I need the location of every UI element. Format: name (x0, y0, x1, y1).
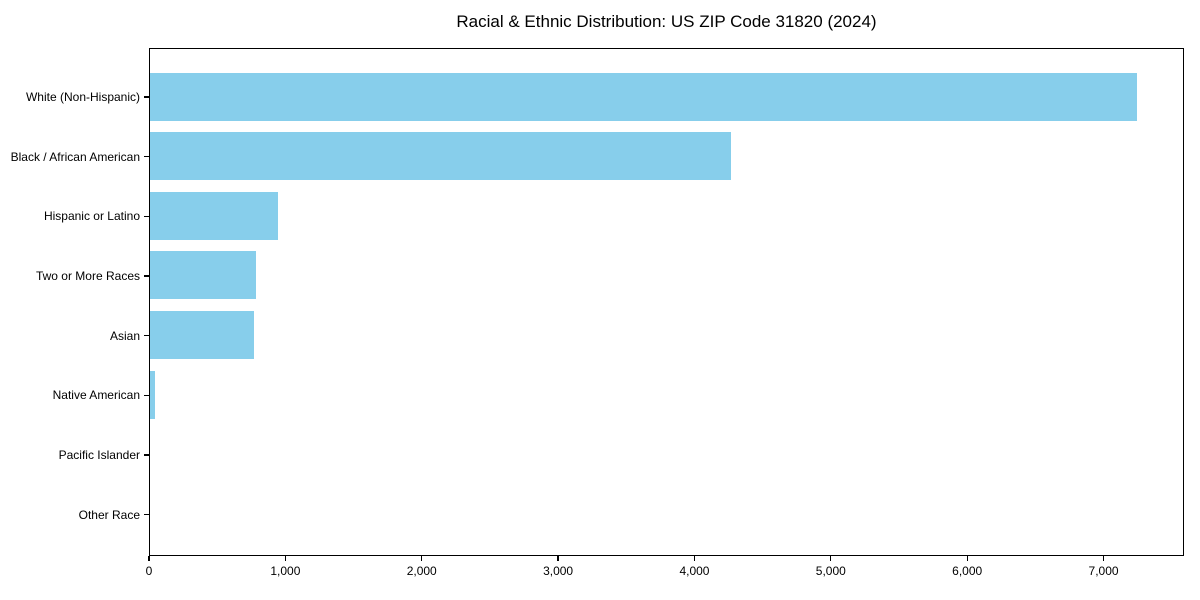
x-tick-label: 2,000 (406, 564, 437, 578)
y-tick-mark (144, 215, 149, 217)
y-axis-category-label: Asian (109, 328, 140, 343)
bar (150, 72, 1138, 121)
plot-area (149, 48, 1184, 556)
y-tick-mark (144, 156, 149, 158)
x-tick-mark (693, 556, 696, 561)
x-tick-label: 4,000 (679, 564, 710, 578)
x-tick-label: 1,000 (270, 564, 301, 578)
y-tick-mark (144, 334, 149, 337)
y-tick-mark (144, 394, 149, 396)
x-tick-mark (421, 556, 423, 561)
x-tick-label: 5,000 (815, 564, 846, 578)
x-tick-mark (284, 556, 286, 561)
x-tick-mark (1102, 556, 1105, 561)
y-axis-category-label: Pacific Islander (58, 447, 140, 462)
chart-title: Racial & Ethnic Distribution: US ZIP Cod… (456, 12, 877, 31)
y-axis-category-label: Two or More Races (35, 268, 140, 283)
x-tick-mark (148, 556, 150, 561)
y-axis-category-label: White (Non-Hispanic) (25, 90, 140, 104)
y-tick-mark (144, 513, 149, 516)
x-tick-label: 3,000 (543, 564, 574, 578)
x-tick-mark (966, 556, 968, 561)
y-tick-mark (144, 275, 149, 277)
y-axis-category-label: Hispanic or Latino (43, 209, 140, 224)
bar (150, 370, 155, 419)
y-tick-mark (144, 96, 149, 98)
y-axis-category-label: Black / African American (10, 149, 140, 164)
x-tick-label: 0 (145, 564, 153, 578)
x-tick-mark (557, 556, 559, 561)
y-axis-category-label: Native American (52, 388, 140, 403)
bar (150, 132, 731, 181)
y-axis-category-label: Other Race (78, 507, 140, 522)
bar (150, 311, 254, 360)
bar (150, 251, 256, 300)
x-tick-mark (830, 556, 832, 561)
x-tick-label: 7,000 (1088, 564, 1119, 578)
x-tick-label: 6,000 (952, 564, 983, 578)
bar (150, 191, 279, 240)
y-tick-mark (144, 454, 149, 456)
